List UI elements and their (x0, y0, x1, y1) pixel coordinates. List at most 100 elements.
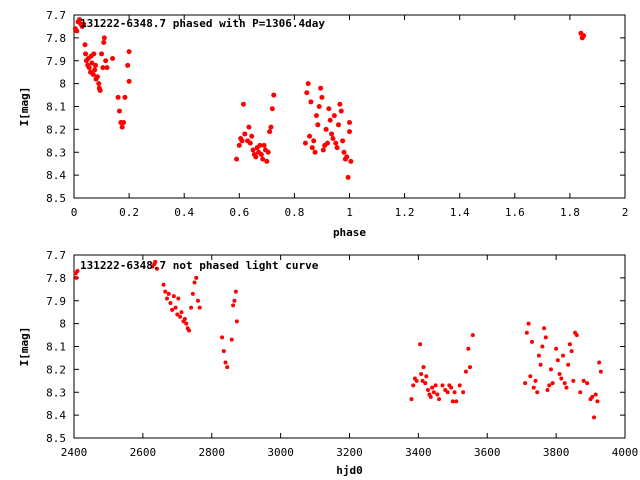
data-point (269, 106, 275, 112)
data-point (307, 133, 313, 139)
y-tick-label: 8.1 (46, 341, 66, 354)
data-point (337, 101, 343, 107)
data-point (585, 381, 590, 386)
x-axis-label: hjd0 (336, 464, 363, 477)
x-tick-label: 2 (622, 206, 629, 219)
data-point (234, 319, 239, 324)
data-point (333, 140, 339, 146)
data-point (334, 145, 340, 151)
data-point (421, 365, 426, 370)
data-point (335, 122, 341, 128)
data-point (187, 328, 192, 333)
data-point (543, 335, 548, 340)
data-point (590, 394, 595, 399)
data-point (96, 81, 102, 87)
x-tick-label: 0.8 (284, 206, 304, 219)
data-point (581, 33, 587, 39)
data-point (550, 381, 555, 386)
data-point (99, 51, 105, 57)
data-point (315, 122, 321, 128)
data-point (327, 117, 333, 123)
y-tick-label: 8.3 (46, 386, 66, 399)
data-point (423, 381, 428, 386)
data-point (231, 303, 236, 308)
data-point (168, 301, 173, 306)
data-point (178, 314, 183, 319)
data-point (189, 305, 194, 310)
data-point (126, 78, 132, 84)
data-point (233, 289, 238, 294)
x-tick-label: 0.4 (174, 206, 194, 219)
data-point (125, 62, 131, 68)
x-tick-label: 1 (346, 206, 353, 219)
data-point (449, 385, 454, 390)
data-point (540, 344, 545, 349)
data-point (463, 369, 468, 374)
data-point (164, 296, 169, 301)
x-tick-label: 3000 (267, 446, 294, 459)
data-point (523, 381, 528, 386)
data-point (264, 158, 270, 164)
data-point (116, 108, 122, 114)
data-point (225, 365, 230, 370)
data-point (440, 383, 445, 388)
y-tick-label: 8.1 (46, 101, 66, 114)
data-point (77, 17, 83, 23)
data-point (82, 42, 88, 48)
data-point (94, 74, 100, 80)
y-tick-label: 8.4 (46, 169, 66, 182)
data-point (528, 374, 533, 379)
phased-chart: 0 0.2 0.4 0.6 0.8 1 1.2 1.4 1.6 1.8 2 7.7 7.8 7.9 8 8.1… (18, 9, 628, 239)
data-point (428, 394, 433, 399)
data-point (92, 67, 98, 73)
y-tick-label: 8.5 (46, 432, 66, 445)
data-point (593, 392, 598, 397)
data-point (411, 383, 416, 388)
data-point (221, 349, 226, 354)
y-tick-label: 7.9 (46, 55, 66, 68)
data-point (236, 142, 242, 148)
x-tick-label: 0.2 (119, 206, 139, 219)
data-point (431, 390, 436, 395)
x-tick-label: 1.2 (395, 206, 415, 219)
x-tick-label: 2400 (61, 446, 88, 459)
data-point (564, 385, 569, 390)
data-point (89, 60, 95, 66)
data-point (176, 296, 181, 301)
data-point (101, 39, 107, 45)
y-tick-label: 7.8 (46, 272, 66, 285)
data-point (574, 333, 579, 338)
data-point (559, 376, 564, 381)
unphased-chart: 2400 2600 2800 3000 3200 3400 3600 3800 4000 7.7 7… (18, 249, 638, 477)
data-point (119, 124, 125, 130)
data-point (424, 374, 429, 379)
data-point (110, 55, 116, 61)
x-tick-label: 3400 (405, 446, 432, 459)
data-point (81, 21, 87, 27)
data-point (437, 397, 442, 402)
data-point (341, 149, 347, 155)
data-point (97, 87, 103, 93)
data-point (569, 349, 574, 354)
y-tick-label: 8 (59, 78, 66, 91)
data-point (430, 385, 435, 390)
data-point (414, 378, 419, 383)
data-point (533, 378, 538, 383)
data-point (179, 310, 184, 315)
data-point (347, 120, 352, 126)
data-point (90, 71, 96, 77)
data-point (194, 275, 199, 280)
data-point (435, 392, 440, 397)
data-point (348, 158, 354, 164)
data-point (344, 154, 350, 160)
x-tick-label: 2800 (199, 446, 226, 459)
y-tick-label: 8.3 (46, 146, 66, 159)
data-point (536, 353, 541, 358)
data-point (92, 62, 98, 68)
data-point (557, 371, 562, 376)
data-point (184, 321, 189, 326)
y-tick-label: 8.4 (46, 409, 66, 422)
data-point (75, 269, 80, 274)
data-point (562, 381, 567, 386)
data-point (324, 140, 330, 146)
